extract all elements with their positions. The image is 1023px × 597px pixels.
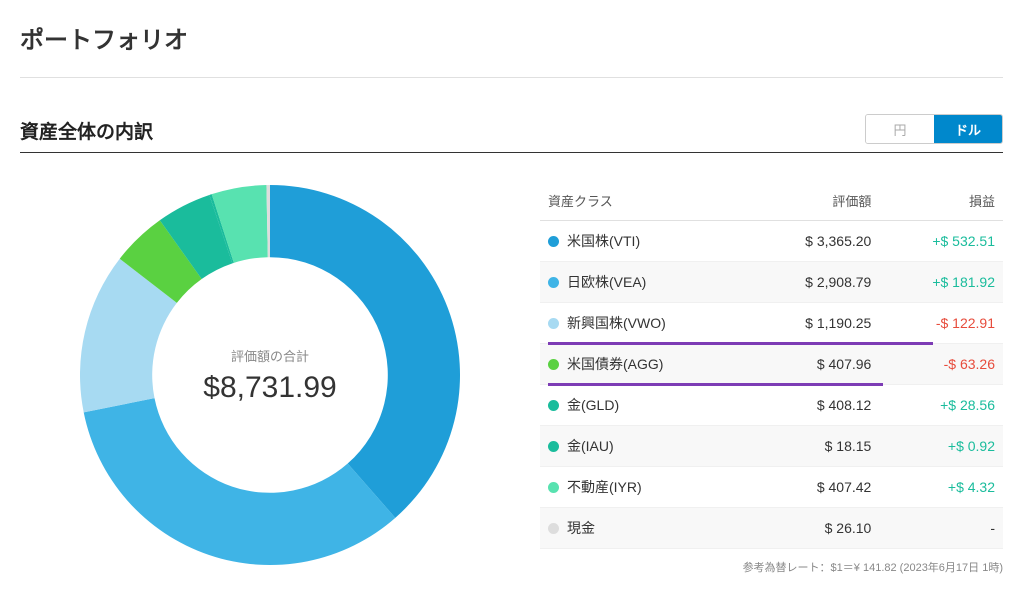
asset-gain-cell: +$ 181.92 <box>879 262 1003 303</box>
asset-name-label: 金(GLD) <box>567 397 619 413</box>
asset-name-cell: 金(IAU) <box>540 426 750 467</box>
asset-name-label: 日欧株(VEA) <box>567 274 646 290</box>
table-row: 金(IAU) $ 18.15+$ 0.92 <box>540 426 1003 467</box>
asset-name-label: 不動産(IYR) <box>567 479 642 495</box>
asset-value-cell: $ 3,365.20 <box>750 221 879 262</box>
donut-chart: 評価額の合計 $8,731.99 <box>80 185 460 565</box>
asset-value-cell: $ 18.15 <box>750 426 879 467</box>
asset-name-cell: 新興国株(VWO) <box>540 303 750 344</box>
asset-name-label: 金(IAU) <box>567 438 614 454</box>
section-title: 資産全体の内訳 <box>20 117 153 144</box>
table-row: 金(GLD) $ 408.12+$ 28.56 <box>540 385 1003 426</box>
currency-yen-button[interactable]: 円 <box>866 115 934 143</box>
content-row: 評価額の合計 $8,731.99 資産クラス 評価額 損益 米国株(VTI) $ … <box>20 181 1003 575</box>
asset-gain-cell: +$ 4.32 <box>879 467 1003 508</box>
color-swatch-icon <box>548 441 559 452</box>
table-row: 日欧株(VEA) $ 2,908.79+$ 181.92 <box>540 262 1003 303</box>
color-swatch-icon <box>548 482 559 493</box>
currency-dollar-button[interactable]: ドル <box>934 115 1002 143</box>
color-swatch-icon <box>548 359 559 370</box>
asset-name-cell: 米国株(VTI) <box>540 221 750 262</box>
asset-gain-cell: +$ 0.92 <box>879 426 1003 467</box>
asset-name-label: 新興国株(VWO) <box>567 315 666 331</box>
color-swatch-icon <box>548 400 559 411</box>
col-gain: 損益 <box>879 181 1003 221</box>
asset-name-cell: 不動産(IYR) <box>540 467 750 508</box>
col-value: 評価額 <box>750 181 879 221</box>
asset-gain-cell: -$ 122.91 <box>879 303 1003 344</box>
asset-gain-cell: +$ 28.56 <box>879 385 1003 426</box>
donut-slice <box>84 398 396 565</box>
page-title: ポートフォリオ <box>20 20 1003 78</box>
asset-value-cell: $ 407.96 <box>750 344 879 385</box>
asset-name-cell: 現金 <box>540 508 750 549</box>
asset-gain-cell: - <box>879 508 1003 549</box>
section-header: 資産全体の内訳 円 ドル <box>20 114 1003 153</box>
asset-value-cell: $ 2,908.79 <box>750 262 879 303</box>
col-asset-class: 資産クラス <box>540 181 750 221</box>
asset-name-cell: 米国債券(AGG) <box>540 344 750 385</box>
asset-table: 資産クラス 評価額 損益 米国株(VTI) $ 3,365.20+$ 532.51… <box>540 181 1003 549</box>
table-row: 新興国株(VWO) $ 1,190.25-$ 122.91 <box>540 303 1003 344</box>
donut-chart-column: 評価額の合計 $8,731.99 <box>20 181 520 575</box>
color-swatch-icon <box>548 318 559 329</box>
asset-name-cell: 日欧株(VEA) <box>540 262 750 303</box>
asset-table-column: 資産クラス 評価額 損益 米国株(VTI) $ 3,365.20+$ 532.51… <box>540 181 1003 575</box>
table-row: 米国株(VTI) $ 3,365.20+$ 532.51 <box>540 221 1003 262</box>
donut-slice <box>270 185 460 518</box>
color-swatch-icon <box>548 277 559 288</box>
asset-name-label: 米国株(VTI) <box>567 233 640 249</box>
table-row: 不動産(IYR) $ 407.42+$ 4.32 <box>540 467 1003 508</box>
table-row: 現金 $ 26.10- <box>540 508 1003 549</box>
color-swatch-icon <box>548 236 559 247</box>
asset-name-label: 米国債券(AGG) <box>567 356 663 372</box>
asset-gain-cell: +$ 532.51 <box>879 221 1003 262</box>
asset-gain-cell: -$ 63.26 <box>879 344 1003 385</box>
asset-name-label: 現金 <box>567 520 595 536</box>
table-row: 米国債券(AGG) $ 407.96-$ 63.26 <box>540 344 1003 385</box>
asset-value-cell: $ 408.12 <box>750 385 879 426</box>
asset-value-cell: $ 407.42 <box>750 467 879 508</box>
donut-svg <box>80 185 460 565</box>
fx-rate-footnote: 参考為替レート：$1＝¥ 141.82 (2023年6月17日 1時) <box>540 559 1003 575</box>
asset-value-cell: $ 1,190.25 <box>750 303 879 344</box>
asset-value-cell: $ 26.10 <box>750 508 879 549</box>
currency-toggle: 円 ドル <box>865 114 1003 144</box>
color-swatch-icon <box>548 523 559 534</box>
asset-name-cell: 金(GLD) <box>540 385 750 426</box>
